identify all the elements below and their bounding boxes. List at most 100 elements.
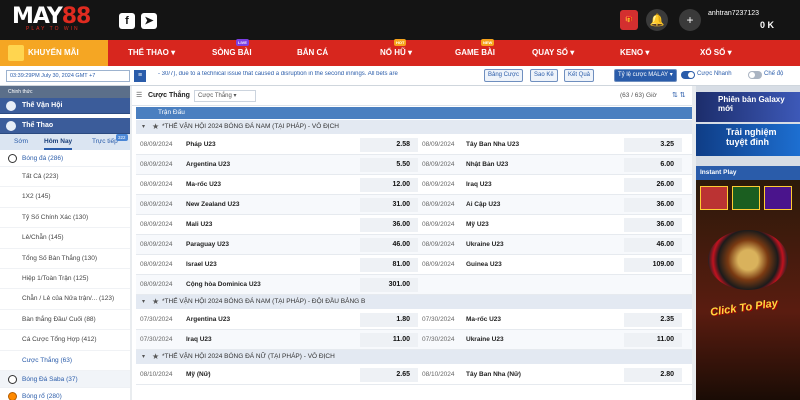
menu-icon[interactable]: ☰ xyxy=(136,92,143,99)
odds-button[interactable]: 2.58 xyxy=(360,138,418,152)
collapse-chevron-icon[interactable]: ▾ xyxy=(142,124,146,130)
quick-bet-toggle[interactable] xyxy=(681,71,695,79)
slot-thumbnail[interactable] xyxy=(700,186,728,210)
bet-list-button[interactable]: Bảng Cược xyxy=(484,69,523,82)
odds-type-select[interactable]: Tỷ lệ cược MALAY ▾ xyxy=(614,69,677,82)
favorite-star-icon[interactable]: ★ xyxy=(152,297,160,306)
odds-button[interactable]: 1.80 xyxy=(360,313,418,327)
odds-button[interactable]: 46.00 xyxy=(624,238,682,252)
odds-button[interactable]: 109.00 xyxy=(624,258,682,272)
odds-button[interactable]: 36.00 xyxy=(624,198,682,212)
league-header[interactable]: ▾ ★ *THẾ VẬN HỘI 2024 BÓNG ĐÁ NAM (TẠI PHÁ… xyxy=(136,120,692,134)
site-logo[interactable]: MAY88 PLAY TO WIN xyxy=(12,6,100,34)
tab-early[interactable]: Sớm xyxy=(14,138,29,145)
sidebar-top-row[interactable]: Chinh thức xyxy=(0,86,130,98)
match-date: 08/10/2024 xyxy=(140,371,173,378)
plus-icon[interactable]: + xyxy=(679,9,701,31)
logo-main: MAY xyxy=(12,4,63,29)
odds-button[interactable]: 3.25 xyxy=(624,138,682,152)
promo-banner-experience[interactable]: Trải nghiệm tuyệt đỉnh xyxy=(696,124,800,156)
league-header[interactable]: ▾ ★ *THẾ VẬN HỘI 2024 BÓNG ĐÁ NAM (TẠI PHÁ… xyxy=(136,295,692,309)
odds-button[interactable]: 31.00 xyxy=(360,198,418,212)
league-header[interactable]: ▾ ★ *THẾ VẬN HỘI 2024 BÓNG ĐÁ NỮ (TẠI PHÁP… xyxy=(136,350,692,364)
sidebar-market-item[interactable]: Cá Cược Tổng Hợp (412) xyxy=(0,330,130,351)
instant-play-banner[interactable]: Click To Play xyxy=(696,180,800,400)
odds-button[interactable]: 81.00 xyxy=(360,258,418,272)
odds-button[interactable]: 6.00 xyxy=(624,158,682,172)
match-row: 08/09/2024 Israel U23 81.00 08/09/2024 Guine… xyxy=(136,255,692,275)
match-date: 08/09/2024 xyxy=(422,181,455,188)
sort-icon[interactable]: ⇅ ⇅ xyxy=(672,92,686,99)
sidebar-market-item[interactable]: 1X2 (145) xyxy=(0,187,130,208)
tab-today[interactable]: Hôm Nay xyxy=(44,134,73,150)
results-button[interactable]: Kết Quả xyxy=(564,69,595,82)
collapse-chevron-icon[interactable]: ▾ xyxy=(142,354,146,360)
collapse-chevron-icon[interactable]: ▾ xyxy=(142,299,146,305)
right-promo-column: Phiên bản Galaxy mới Trải nghiệm tuyệt đ… xyxy=(696,86,800,400)
main-nav: KHUYẾN MÃI THỂ THAO ▾ SÒNG BÀI LIVE BẮN C… xyxy=(0,39,800,66)
odds-button[interactable]: 2.65 xyxy=(360,368,418,382)
sidebar-sport-basketball[interactable]: Bóng rổ (280) xyxy=(0,388,130,400)
sidebar-section-olympics[interactable]: Thế Vận Hội xyxy=(0,98,130,114)
team-name: Tây Ban Nha (Nữ) xyxy=(466,371,521,378)
promo-banner-galaxy[interactable]: Phiên bản Galaxy mới xyxy=(696,92,800,122)
odds-button[interactable]: 2.35 xyxy=(624,313,682,327)
sidebar-sport-football[interactable]: Bóng đá (286) xyxy=(0,150,130,167)
click-to-play-text[interactable]: Click To Play xyxy=(709,297,779,319)
bell-icon[interactable]: 🔔 xyxy=(646,9,668,31)
sidebar-sport-saba-football[interactable]: Bóng Đá Saba (37) xyxy=(0,370,130,388)
sidebar-market-item[interactable]: Cược Thắng (63) xyxy=(0,351,130,371)
sport-label: Bóng rổ (280) xyxy=(22,392,62,400)
tab-live[interactable]: Trực tiếp xyxy=(92,138,118,145)
team-name: Iraq U23 xyxy=(466,181,492,188)
match-date: 08/09/2024 xyxy=(422,261,455,268)
sidebar-section-sports[interactable]: Thể Thao xyxy=(0,118,130,134)
nav-item-label: THỂ THAO ▾ xyxy=(128,48,176,57)
odds-button[interactable]: 12.00 xyxy=(360,178,418,192)
league-name: *THẾ VẬN HỘI 2024 BÓNG ĐÁ NỮ (TẠI PHÁP) … xyxy=(162,353,335,360)
gift-box-icon[interactable]: 🎁 xyxy=(620,10,638,30)
nav-item-card-games[interactable]: GAME BÀI NEW xyxy=(455,39,495,66)
team-name: Mỹ U23 xyxy=(466,221,489,228)
nav-item-lottery-draw[interactable]: QUAY SỐ ▾ xyxy=(532,40,574,66)
announcement-marquee[interactable]: - 30/7), due to a technical issue that c… xyxy=(158,71,398,77)
nav-promotions[interactable]: KHUYẾN MÃI xyxy=(0,40,108,66)
favorite-star-icon[interactable]: ★ xyxy=(152,122,160,131)
soccer-ball-icon xyxy=(6,121,16,131)
nav-item-fishing[interactable]: BẮN CÁ xyxy=(297,40,328,66)
sidebar-market-item[interactable]: Bàn thắng Đầu/ Cuối (88) xyxy=(0,310,130,331)
live-count-badge: 322 xyxy=(116,134,128,141)
sidebar-market-item[interactable]: Lẻ/Chẵn (145) xyxy=(0,228,130,249)
odds-button[interactable]: 36.00 xyxy=(624,218,682,232)
mode-toggle[interactable] xyxy=(748,71,762,79)
sidebar-market-item[interactable]: Hiệp 1/Toàn Trận (125) xyxy=(0,269,130,290)
team-name: Argentina U23 xyxy=(186,161,231,168)
odds-button[interactable]: 5.50 xyxy=(360,158,418,172)
nav-item-sports[interactable]: THỂ THAO ▾ xyxy=(128,40,175,66)
telegram-icon[interactable]: ➤ xyxy=(141,13,157,29)
sidebar-market-item[interactable]: Tỷ Số Chính Xác (130) xyxy=(0,208,130,229)
statement-button[interactable]: Sao Kê xyxy=(530,69,558,82)
nav-item-lottery[interactable]: XỔ SỐ ▾ xyxy=(700,40,732,66)
odds-button[interactable]: 11.00 xyxy=(624,333,682,347)
username[interactable]: anhtran7237123 xyxy=(708,10,759,17)
nav-item-keno[interactable]: KENO ▾ xyxy=(620,40,649,66)
slot-thumbnail[interactable] xyxy=(764,186,792,210)
odds-button[interactable]: 2.80 xyxy=(624,368,682,382)
odds-button[interactable]: 301.00 xyxy=(360,278,418,292)
odds-button[interactable]: 36.00 xyxy=(360,218,418,232)
team-name: Ma-rốc U23 xyxy=(186,181,222,188)
sidebar-market-item[interactable]: Chẵn / Lẻ của Nửa trận/... (123) xyxy=(0,289,130,310)
market-select[interactable]: Cược Thắng ▾ xyxy=(194,90,256,102)
odds-button[interactable]: 26.00 xyxy=(624,178,682,192)
sidebar-market-item[interactable]: Tổng Số Bàn Thắng (130) xyxy=(0,249,130,269)
sidebar-market-item[interactable]: Tất Cả (223) xyxy=(0,167,130,188)
nav-item-casino[interactable]: SÒNG BÀI LIVE xyxy=(212,39,252,66)
favorite-star-icon[interactable]: ★ xyxy=(152,352,160,361)
odds-button[interactable]: 46.00 xyxy=(360,238,418,252)
facebook-icon[interactable]: f xyxy=(119,13,135,29)
nav-item-label: GAME BÀI xyxy=(455,48,495,57)
slot-thumbnail[interactable] xyxy=(732,186,760,210)
nav-item-slots[interactable]: NỔ HŨ ▾ HOT xyxy=(380,39,412,66)
odds-button[interactable]: 11.00 xyxy=(360,333,418,347)
